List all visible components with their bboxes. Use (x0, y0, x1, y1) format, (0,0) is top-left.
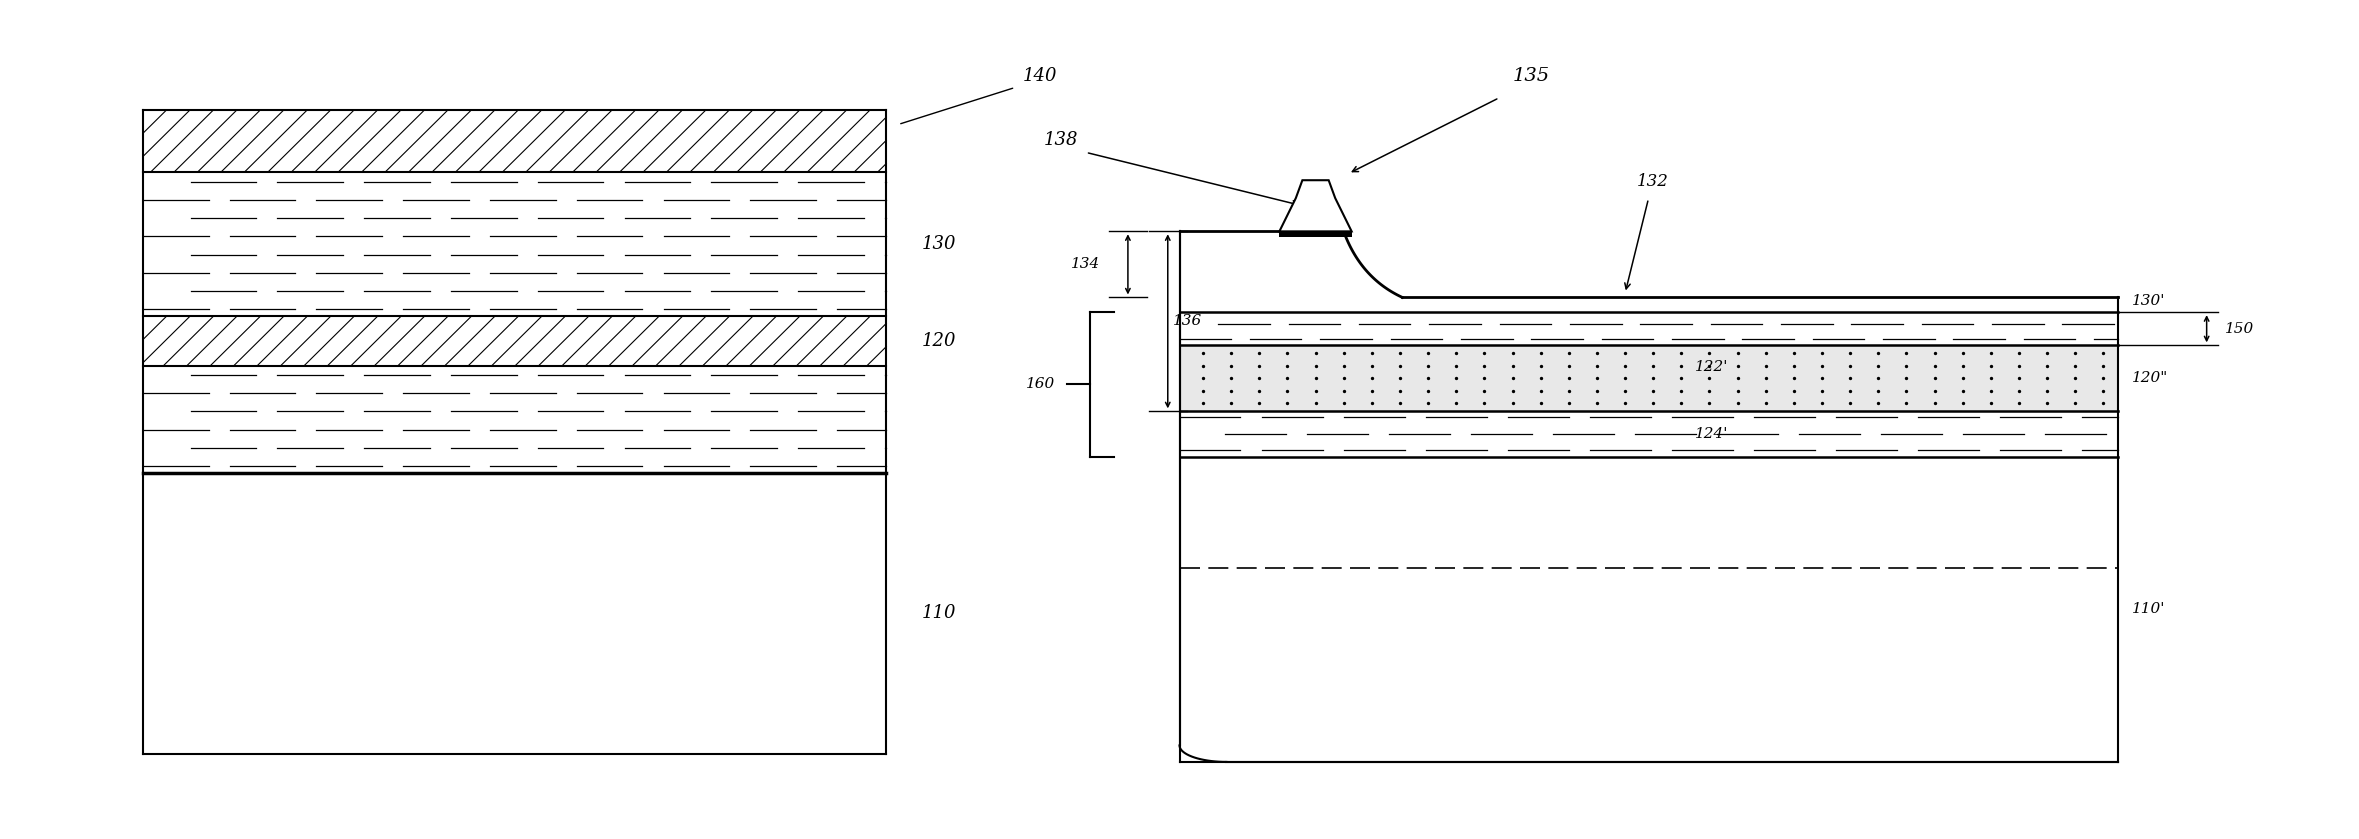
Bar (1180, 345, 2118, 411)
Text: 110: 110 (922, 604, 955, 623)
Bar (144, 110, 887, 172)
Text: 134: 134 (1071, 258, 1099, 271)
Bar (144, 172, 887, 316)
Bar (1180, 456, 2118, 762)
Text: 160: 160 (1026, 378, 1054, 392)
Text: 120": 120" (2133, 371, 2168, 385)
Text: 120: 120 (922, 332, 955, 350)
Text: 124': 124' (1696, 427, 1729, 441)
Bar (1180, 312, 2118, 345)
Bar (1279, 232, 1352, 237)
Bar (144, 473, 887, 753)
Bar (144, 366, 887, 473)
Text: 135: 135 (1512, 67, 1550, 86)
Text: 122': 122' (1696, 360, 1729, 374)
Bar (144, 110, 887, 753)
Polygon shape (1279, 180, 1352, 232)
Text: 136: 136 (1172, 315, 1201, 328)
Text: 132: 132 (1637, 173, 1668, 190)
Bar (1180, 86, 2118, 762)
Text: 130: 130 (922, 235, 955, 253)
Text: 110': 110' (2133, 602, 2166, 617)
Text: 150: 150 (2225, 321, 2255, 336)
Text: 138: 138 (1045, 131, 1078, 149)
Bar (1180, 411, 2118, 456)
Text: 140: 140 (1021, 67, 1057, 85)
Bar (144, 316, 887, 366)
Text: 130': 130' (2133, 294, 2166, 308)
